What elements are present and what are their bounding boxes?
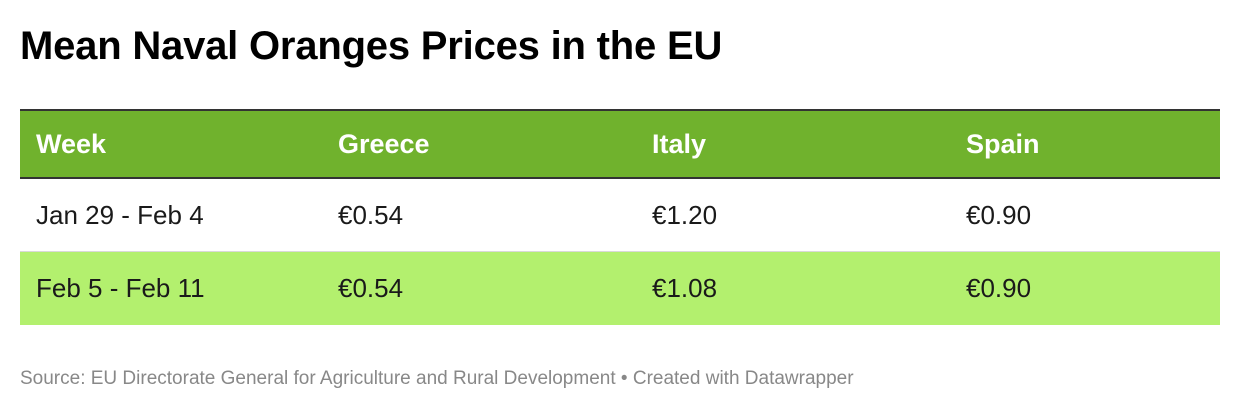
- spain-price-cell: €0.90: [966, 273, 1032, 303]
- week-cell: Jan 29 - Feb 4: [36, 199, 204, 230]
- column-header-greece: Greece: [338, 128, 430, 159]
- chart-title: Mean Naval Oranges Prices in the EU: [20, 24, 723, 68]
- column-header-week: Week: [36, 128, 107, 159]
- source-text: Source: EU Directorate General for Agric…: [20, 368, 616, 389]
- week-cell: Feb 5 - Feb 11: [36, 273, 205, 303]
- table-row: Feb 5 - Feb 11 €0.54 €1.08 €0.90: [20, 252, 1220, 325]
- italy-price-cell: €1.08: [652, 273, 718, 303]
- column-header-italy: Italy: [652, 128, 707, 159]
- greece-price-cell: €0.54: [338, 199, 404, 230]
- footer-separator: •: [620, 368, 628, 389]
- table-row: Jan 29 - Feb 4 €0.54 €1.20 €0.90: [20, 179, 1220, 252]
- spain-price-cell: €0.90: [966, 199, 1032, 230]
- italy-price-cell: €1.20: [652, 199, 718, 230]
- source-footer: Source: EU Directorate General for Agric…: [20, 368, 854, 390]
- table-header-row: Week Greece Italy Spain: [20, 109, 1220, 179]
- column-header-spain: Spain: [966, 128, 1040, 159]
- credit-text: Created with Datawrapper: [632, 368, 854, 389]
- greece-price-cell: €0.54: [338, 273, 404, 303]
- price-table: Week Greece Italy Spain Jan 29 - Feb 4 €…: [20, 109, 1220, 325]
